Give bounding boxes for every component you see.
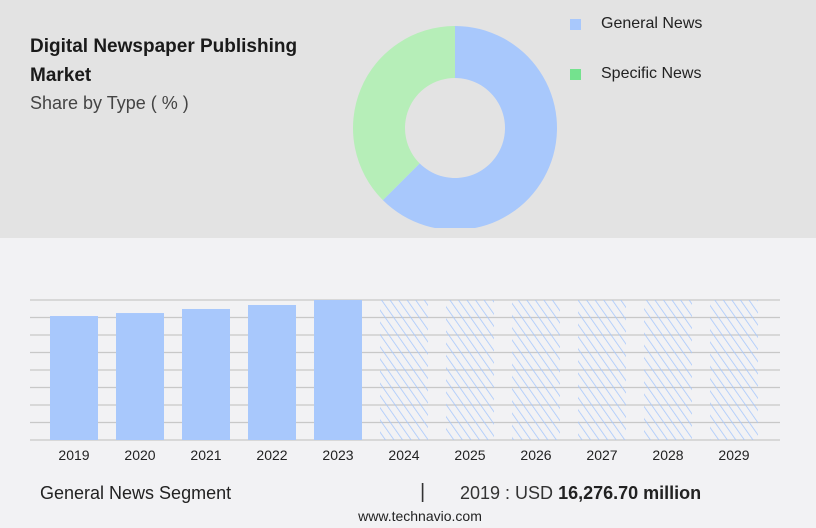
bar-2019 — [50, 316, 98, 440]
x-tick-label: 2024 — [388, 447, 419, 463]
legend-swatch-general — [570, 18, 581, 30]
bar-forecast-2029 — [710, 300, 758, 440]
source-url: www.technavio.com — [358, 508, 482, 524]
x-tick-label: 2020 — [124, 447, 155, 463]
legend-swatch-specific — [570, 68, 581, 80]
value-label: 16,276.70 million — [558, 483, 702, 503]
bar-forecast-2026 — [512, 300, 560, 440]
legend-label: General News — [601, 15, 703, 32]
chart-subtitle: Share by Type ( % ) — [30, 93, 189, 113]
bar-forecast-2028 — [644, 300, 692, 440]
x-tick-label: 2022 — [256, 447, 287, 463]
bar-2023 — [314, 300, 362, 440]
x-tick-label: 2026 — [520, 447, 551, 463]
bar-2022 — [248, 304, 296, 440]
x-tick-label: 2021 — [190, 447, 221, 463]
year-label: 2019 : USD — [460, 483, 554, 503]
segment-value: 2019 : USD 16,276.70 million — [460, 483, 701, 504]
bar-2020 — [116, 313, 164, 440]
donut-slice-general — [382, 26, 557, 228]
bar-forecast-2025 — [446, 300, 494, 440]
bar-forecast-2027 — [578, 300, 626, 440]
x-tick-label: 2027 — [586, 447, 617, 463]
legend-general: General News — [570, 15, 702, 33]
chart-title: Digital Newspaper Publishing Market — [30, 36, 298, 86]
legend-specific: Specific News — [570, 65, 701, 83]
x-tick-label: 2025 — [454, 447, 485, 463]
legend-label: Specific News — [601, 65, 702, 82]
donut-slice-specific — [353, 26, 455, 201]
x-tick-label: 2029 — [718, 447, 749, 463]
separator: | — [420, 481, 426, 503]
bar-forecast-2024 — [380, 300, 428, 440]
x-tick-label: 2028 — [652, 447, 683, 463]
x-tick-label: 2023 — [322, 447, 353, 463]
segment-label: General News Segment — [40, 483, 232, 503]
x-tick-label: 2019 — [58, 447, 89, 463]
bar-2021 — [182, 308, 230, 440]
